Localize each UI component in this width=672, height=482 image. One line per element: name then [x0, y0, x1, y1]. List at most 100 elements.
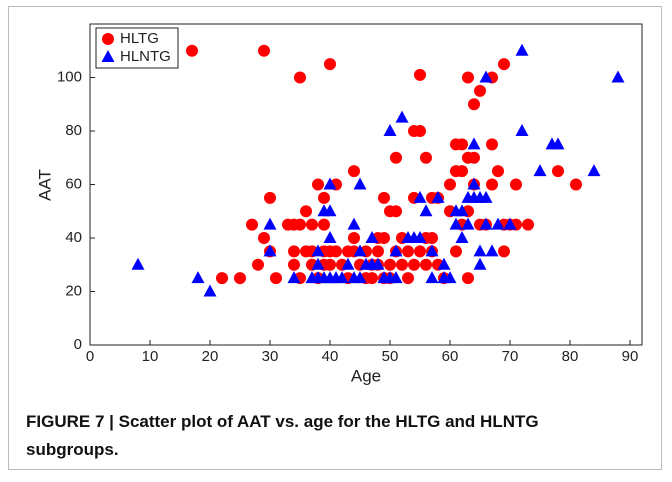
point — [318, 218, 330, 231]
point — [258, 44, 270, 57]
y-axis-label: AAT — [35, 169, 54, 201]
point — [425, 271, 439, 284]
point — [461, 217, 475, 230]
point — [383, 124, 397, 136]
point — [389, 271, 403, 284]
point — [341, 257, 355, 270]
point — [353, 271, 367, 284]
y-tick-label: 40 — [65, 229, 82, 246]
point — [287, 271, 301, 284]
x-tick-label: 90 — [622, 348, 639, 365]
point — [306, 218, 318, 231]
point — [324, 58, 336, 71]
point — [491, 217, 505, 230]
point — [384, 258, 396, 271]
point — [317, 204, 331, 217]
point — [371, 257, 385, 270]
x-tick-label: 0 — [86, 348, 94, 365]
point — [389, 244, 403, 257]
point — [444, 178, 456, 191]
y-tick-label: 0 — [74, 336, 82, 353]
point — [426, 232, 438, 244]
point — [372, 245, 384, 258]
legend-label: HLTG — [120, 30, 159, 47]
point — [390, 151, 402, 164]
point — [263, 244, 277, 257]
point — [479, 70, 493, 83]
point — [419, 204, 433, 217]
point — [498, 58, 510, 71]
point — [330, 245, 342, 258]
point — [462, 71, 474, 84]
plot-area — [89, 23, 643, 346]
point — [420, 258, 432, 271]
point — [425, 244, 439, 257]
point — [456, 165, 468, 178]
point — [467, 137, 481, 150]
point — [191, 271, 205, 284]
point — [270, 272, 282, 285]
point — [450, 245, 462, 258]
x-tick-label: 20 — [202, 348, 219, 365]
point — [300, 205, 312, 218]
point — [378, 191, 390, 204]
x-tick-label: 60 — [442, 348, 459, 365]
point — [353, 244, 367, 257]
x-axis-label: Age — [351, 366, 381, 385]
point — [234, 272, 246, 285]
point — [318, 191, 330, 204]
point — [390, 205, 402, 218]
point — [348, 232, 360, 244]
legend-marker — [101, 50, 115, 62]
point — [414, 68, 426, 81]
y-tick-label: 60 — [65, 175, 82, 192]
point — [431, 190, 445, 203]
point — [462, 151, 474, 164]
x-tick-label: 50 — [382, 348, 399, 365]
point — [473, 244, 487, 257]
point — [492, 165, 504, 178]
point — [449, 217, 463, 230]
point — [455, 204, 469, 217]
point — [552, 165, 564, 178]
point — [587, 164, 601, 177]
point — [288, 258, 300, 271]
point — [467, 177, 481, 190]
point — [353, 177, 367, 190]
point — [479, 190, 493, 203]
point — [246, 218, 258, 231]
y-tick-label: 80 — [65, 122, 82, 139]
point — [311, 257, 325, 270]
point — [515, 124, 529, 136]
point — [186, 44, 198, 57]
point — [522, 218, 534, 231]
figure-frame — [8, 6, 662, 470]
point — [402, 272, 414, 285]
point — [611, 70, 625, 83]
point — [348, 165, 360, 178]
point — [437, 257, 451, 270]
point — [203, 284, 217, 297]
point — [503, 217, 517, 230]
point — [324, 258, 336, 271]
point — [378, 232, 390, 244]
point — [288, 245, 300, 258]
chart: Age AAT 0 10 20 30 40 50 60 70 80 90 0 20 40 60 80 100 H… — [35, 23, 643, 385]
x-tick-label: 80 — [562, 348, 579, 365]
legend-label: HLNTG — [120, 48, 171, 65]
point — [455, 231, 469, 243]
point — [498, 245, 510, 258]
point — [479, 217, 493, 230]
y-tick-label: 100 — [57, 68, 82, 85]
point — [486, 138, 498, 151]
point — [474, 84, 486, 97]
point — [533, 164, 547, 177]
point — [515, 43, 529, 56]
point — [402, 245, 414, 258]
y-tick-label: 20 — [65, 282, 82, 299]
x-tick-label: 30 — [262, 348, 279, 365]
point — [462, 272, 474, 285]
point — [347, 217, 361, 230]
point — [311, 244, 325, 257]
